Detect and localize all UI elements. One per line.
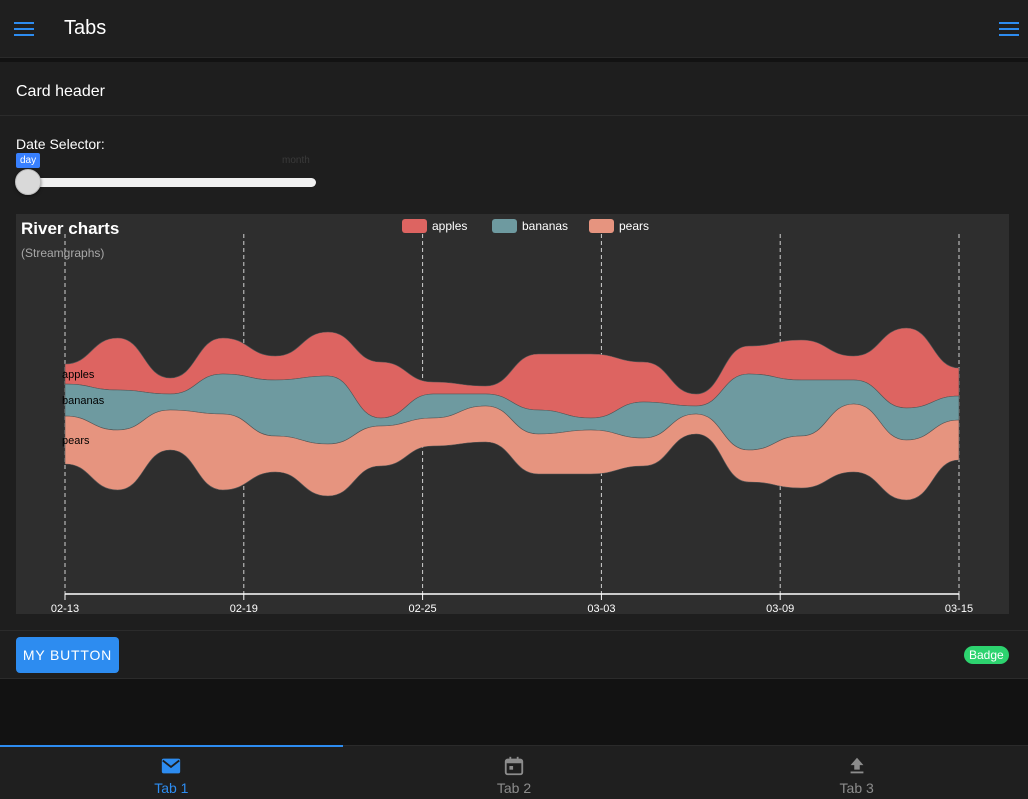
- x-tick-label: 02-25: [409, 603, 437, 614]
- app-toolbar: Tabs: [0, 0, 1028, 58]
- tab-label: Tab 1: [154, 780, 189, 796]
- calendar-icon: [504, 756, 524, 776]
- x-tick-label: 03-09: [766, 603, 794, 614]
- range-knob[interactable]: [15, 169, 41, 195]
- tab-2[interactable]: Tab 2: [343, 746, 686, 799]
- menu-button-end[interactable]: [995, 15, 1023, 43]
- legend-label[interactable]: apples: [432, 219, 467, 233]
- series-label: pears: [62, 435, 90, 447]
- menu-icon: [999, 22, 1019, 36]
- range-pin-right: month: [282, 155, 310, 166]
- chart-title: River charts: [21, 219, 119, 238]
- legend-label[interactable]: bananas: [522, 219, 568, 233]
- legend-swatch[interactable]: [402, 219, 427, 233]
- range-label: Date Selector:: [16, 136, 105, 152]
- status-badge: Badge: [964, 646, 1009, 664]
- stream-pears[interactable]: [64, 403, 960, 501]
- upload-icon: [850, 757, 864, 774]
- series-label: apples: [62, 369, 95, 381]
- mail-icon: [162, 758, 181, 774]
- range-pin-left: day: [16, 153, 41, 168]
- x-tick-label: 02-13: [51, 603, 79, 614]
- card-footer: MY BUTTON Badge: [0, 630, 1028, 679]
- card: Card header Date Selector: day month app…: [0, 62, 1028, 679]
- date-range-slider[interactable]: [16, 178, 316, 187]
- tab-3[interactable]: Tab 3: [685, 746, 1028, 799]
- my-button[interactable]: MY BUTTON: [16, 637, 119, 673]
- series-label: bananas: [62, 395, 105, 407]
- tab-1[interactable]: Tab 1: [0, 745, 343, 799]
- tab-bar: Tab 1 Tab 2 Tab 3: [0, 745, 1028, 799]
- menu-button-start[interactable]: [10, 15, 38, 43]
- page-title: Tabs: [64, 17, 107, 39]
- legend-label[interactable]: pears: [619, 219, 649, 233]
- x-tick-label: 02-19: [230, 603, 258, 614]
- menu-icon: [14, 22, 34, 36]
- tab-label: Tab 2: [496, 780, 532, 796]
- chart-subtitle: (Streamgraphs): [21, 246, 104, 260]
- x-tick-label: 03-15: [945, 603, 973, 614]
- x-tick-label: 03-03: [587, 603, 615, 614]
- chart-svg: apples bananas pears 02-13 02-19 02-25 03-03 0…: [21, 219, 973, 614]
- card-header: Card header: [0, 62, 1028, 116]
- legend-swatch[interactable]: [589, 219, 614, 233]
- tab-label: Tab 3: [839, 780, 874, 796]
- river-chart: apples bananas pears 02-13 02-19 02-25 03-03 0…: [16, 214, 1009, 614]
- legend-swatch[interactable]: [492, 219, 517, 233]
